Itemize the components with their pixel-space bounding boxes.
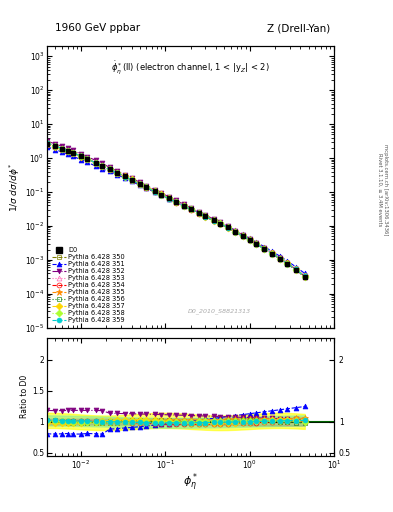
Y-axis label: $1/\sigma\;d\sigma/d\phi^*$: $1/\sigma\;d\sigma/d\phi^*$ [8,162,22,212]
Text: D0_2010_S8821313: D0_2010_S8821313 [188,308,251,313]
Text: mcplots.cern.ch [arXiv:1306.3436]: mcplots.cern.ch [arXiv:1306.3436] [383,144,387,235]
Text: Z (Drell-Yan): Z (Drell-Yan) [267,23,330,33]
Y-axis label: Ratio to D0: Ratio to D0 [20,375,29,418]
Legend: D0, Pythia 6.428 350, Pythia 6.428 351, Pythia 6.428 352, Pythia 6.428 353, Pyth: D0, Pythia 6.428 350, Pythia 6.428 351, … [50,246,127,324]
X-axis label: $\phi^*_{\eta}$: $\phi^*_{\eta}$ [183,472,198,495]
Text: Rivet 3.1.10, ≥ 3.4M events: Rivet 3.1.10, ≥ 3.4M events [377,153,382,226]
Text: 1960 GeV ppbar: 1960 GeV ppbar [55,23,140,33]
Text: $\dot{\phi}^*_{\eta}$(ll) (electron channel, 1 < |y$_{Z}$| < 2): $\dot{\phi}^*_{\eta}$(ll) (electron chan… [111,60,270,77]
